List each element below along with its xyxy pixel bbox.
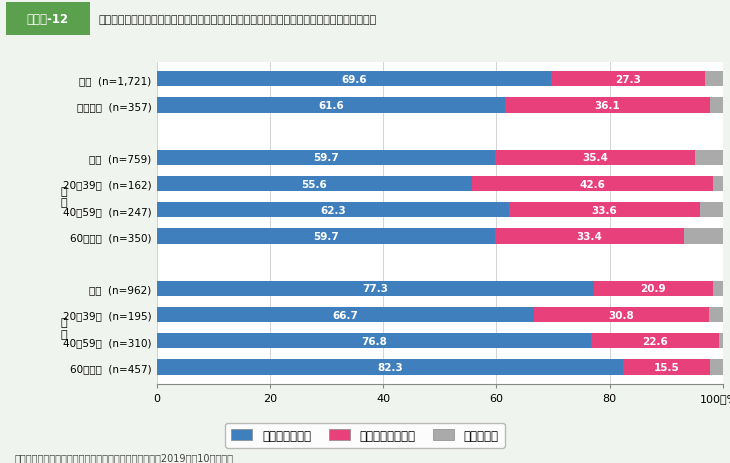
Bar bbox=[594, 281, 712, 296]
Bar bbox=[157, 360, 623, 375]
Bar bbox=[495, 150, 695, 166]
Text: 55.6: 55.6 bbox=[301, 179, 327, 189]
Text: 15.5: 15.5 bbox=[653, 362, 680, 372]
Text: 27.3: 27.3 bbox=[615, 75, 641, 85]
Bar bbox=[157, 203, 510, 218]
Text: 62.3: 62.3 bbox=[320, 205, 346, 215]
Text: 資料：農林水産省「食育に関する意識調査」（令和元（2019）年10月実施）: 資料：農林水産省「食育に関する意識調査」（令和元（2019）年10月実施） bbox=[15, 452, 234, 462]
Bar bbox=[591, 333, 719, 349]
Text: 地域や家庭で受け継がれてきた伝統的な料理や作法等を継承している人の割合（性・年代別）: 地域や家庭で受け継がれてきた伝統的な料理や作法等を継承している人の割合（性・年代… bbox=[99, 15, 377, 25]
Text: 図表１-12: 図表１-12 bbox=[27, 13, 69, 26]
Bar bbox=[505, 98, 710, 113]
Bar bbox=[157, 307, 534, 323]
Bar bbox=[510, 203, 699, 218]
Text: 66.7: 66.7 bbox=[333, 310, 358, 320]
Text: 33.6: 33.6 bbox=[591, 205, 618, 215]
Bar bbox=[157, 98, 505, 113]
Text: 76.8: 76.8 bbox=[361, 336, 387, 346]
Bar bbox=[157, 72, 550, 87]
Text: 35.4: 35.4 bbox=[582, 153, 608, 163]
Text: 20.9: 20.9 bbox=[641, 284, 666, 294]
Bar bbox=[705, 72, 723, 87]
Text: 33.4: 33.4 bbox=[576, 232, 602, 242]
Text: 69.6: 69.6 bbox=[341, 75, 366, 85]
Text: 36.1: 36.1 bbox=[595, 100, 620, 111]
Bar bbox=[684, 229, 723, 244]
Bar bbox=[550, 72, 705, 87]
Bar bbox=[472, 176, 712, 192]
Text: 59.7: 59.7 bbox=[313, 153, 339, 163]
Bar bbox=[495, 229, 684, 244]
Bar bbox=[157, 229, 495, 244]
Text: 59.7: 59.7 bbox=[313, 232, 339, 242]
Bar bbox=[699, 203, 723, 218]
Text: 22.6: 22.6 bbox=[642, 336, 668, 346]
Bar bbox=[712, 176, 723, 192]
Bar bbox=[719, 333, 723, 349]
Bar bbox=[712, 281, 723, 296]
Bar bbox=[695, 150, 723, 166]
Bar bbox=[710, 98, 723, 113]
Bar bbox=[534, 307, 709, 323]
Bar bbox=[157, 150, 495, 166]
Bar bbox=[710, 360, 723, 375]
Text: 61.6: 61.6 bbox=[318, 100, 344, 111]
Bar bbox=[157, 176, 472, 192]
Bar bbox=[157, 333, 591, 349]
FancyBboxPatch shape bbox=[6, 3, 90, 36]
Text: 77.3: 77.3 bbox=[363, 284, 388, 294]
Bar bbox=[709, 307, 723, 323]
Text: 82.3: 82.3 bbox=[377, 362, 403, 372]
Text: 女
性: 女 性 bbox=[61, 317, 67, 339]
Bar bbox=[623, 360, 710, 375]
Legend: 受け継いでいる, 受け継いでいない, わからない: 受け継いでいる, 受け継いでいない, わからない bbox=[226, 423, 504, 448]
Text: 30.8: 30.8 bbox=[609, 310, 634, 320]
Text: 男
性: 男 性 bbox=[61, 187, 67, 208]
Text: 42.6: 42.6 bbox=[579, 179, 605, 189]
Bar bbox=[157, 281, 594, 296]
